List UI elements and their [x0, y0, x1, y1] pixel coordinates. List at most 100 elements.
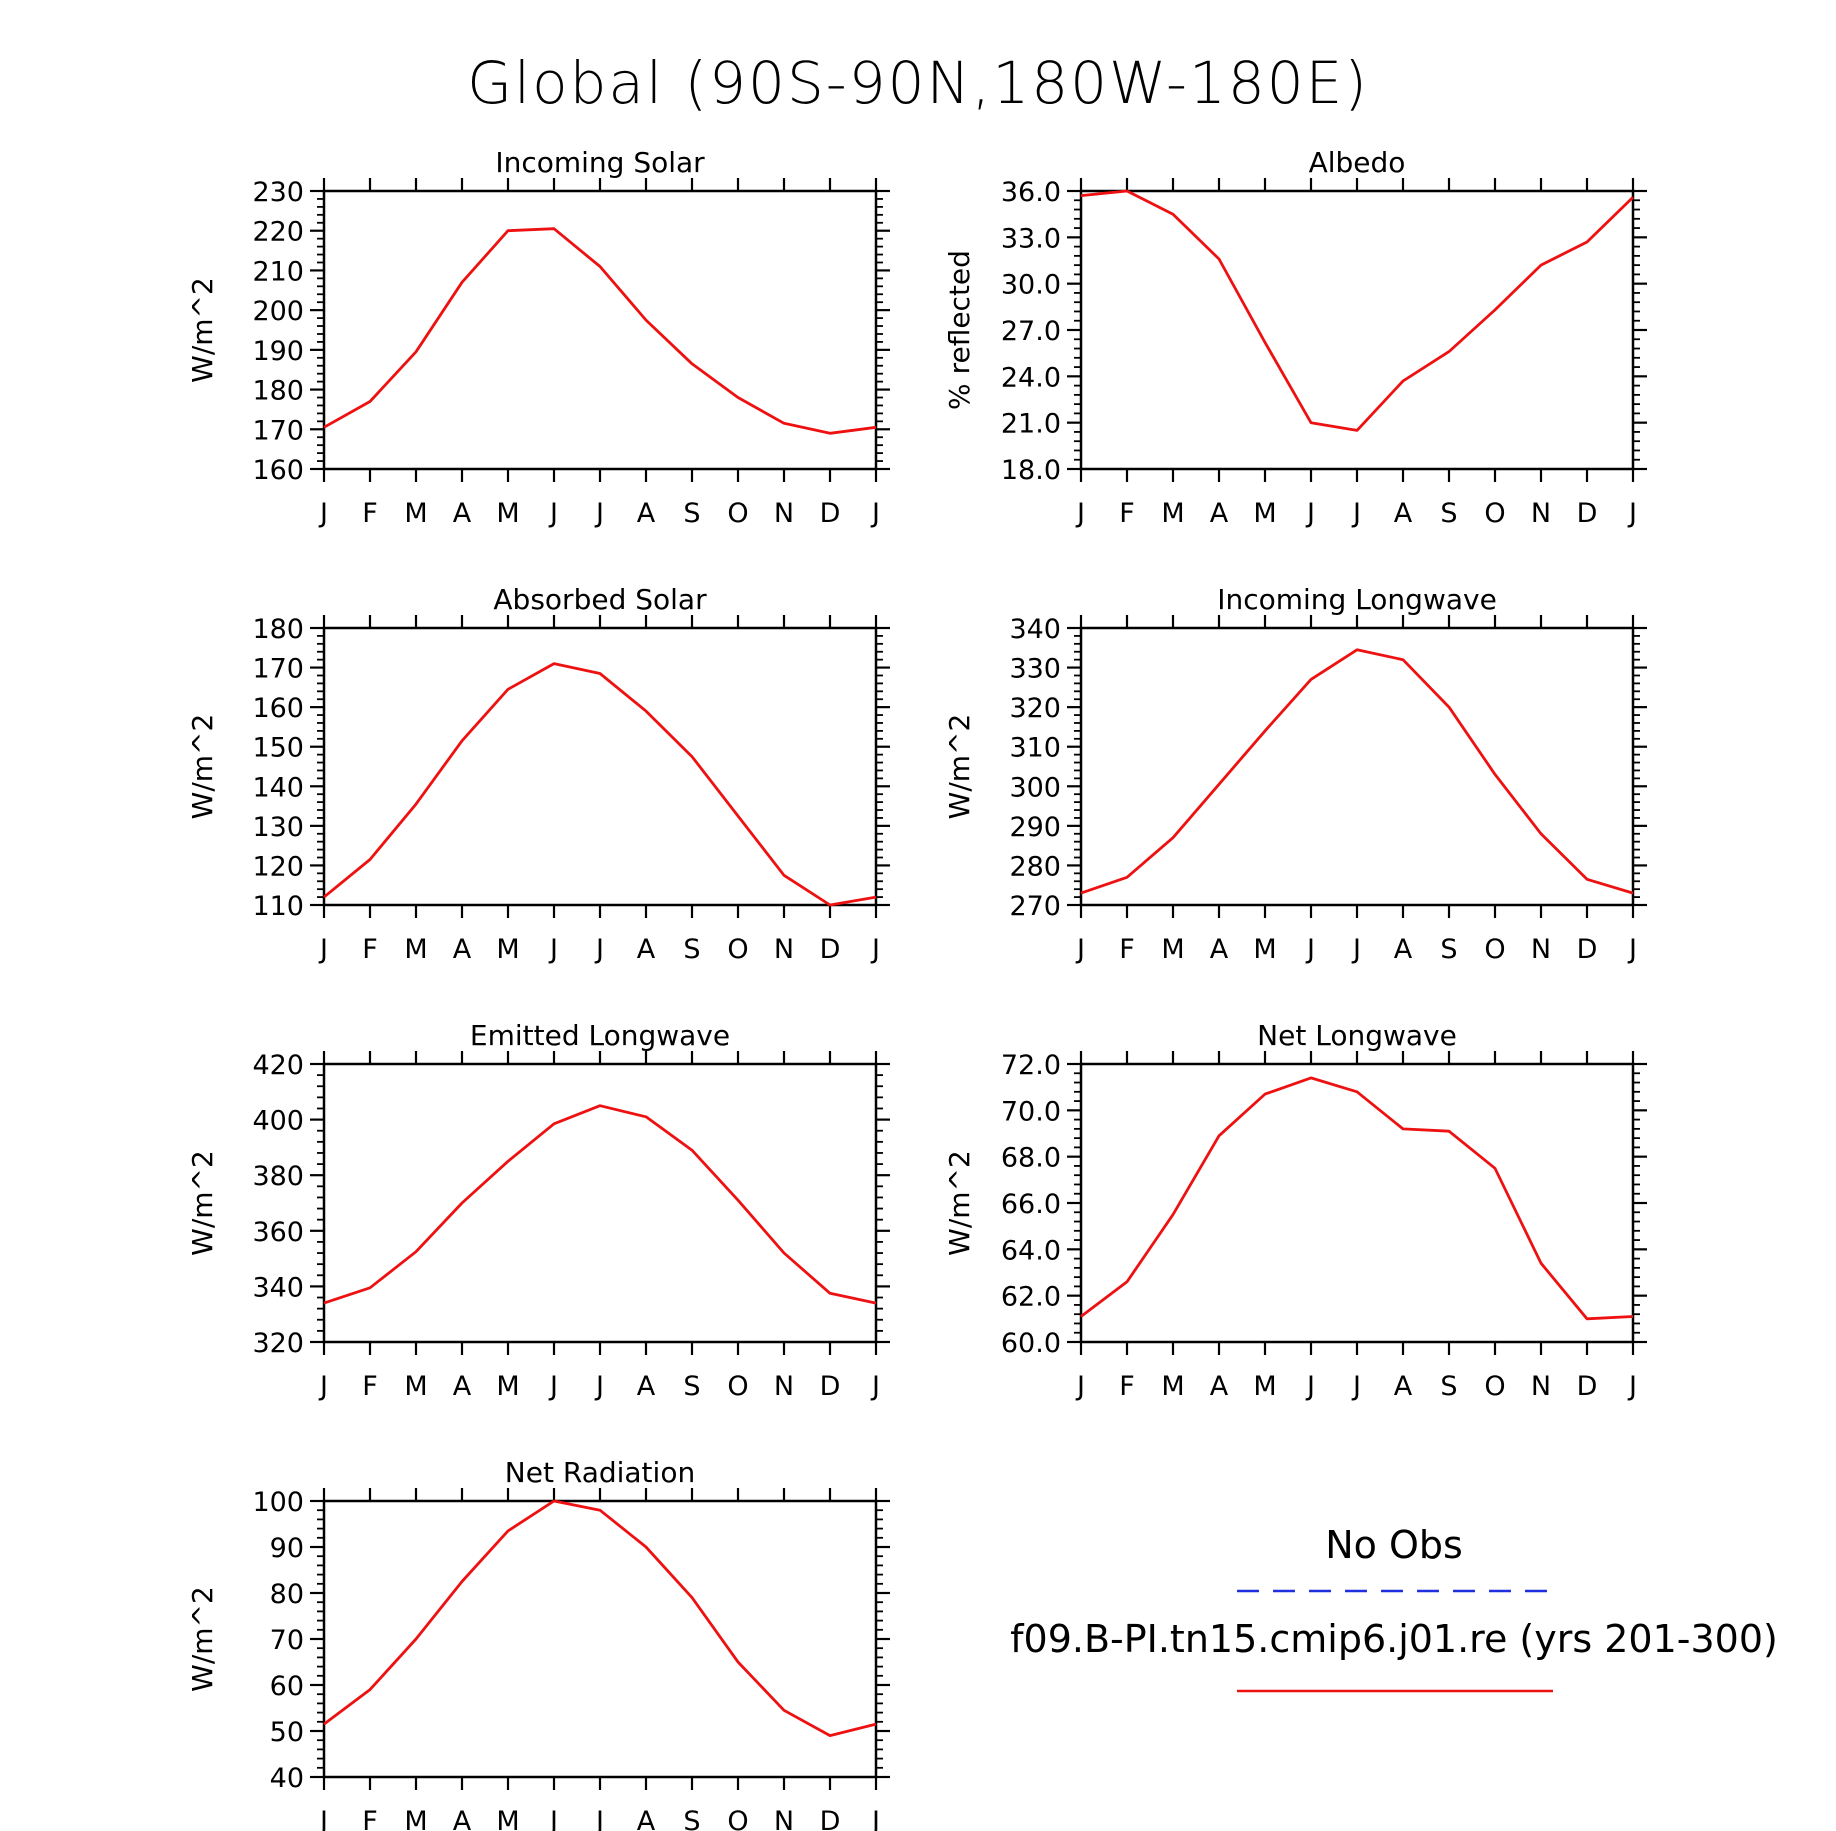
y-tick-label: 340 [252, 1272, 304, 1303]
x-tick-label: S [683, 1806, 700, 1831]
y-tick-label: 160 [252, 693, 304, 724]
page-title: Global (90S-90N,180W-180E) [467, 49, 1369, 117]
panel-title: Albedo [1309, 146, 1406, 179]
x-tick-label: A [637, 1371, 656, 1402]
x-tick-label: O [727, 1371, 748, 1402]
y-axis-label: W/m^2 [186, 714, 219, 820]
y-tick-label: 360 [252, 1217, 304, 1248]
x-tick-label: D [1577, 1371, 1598, 1402]
y-tick-label: 420 [252, 1050, 304, 1081]
y-tick-label: 180 [252, 614, 304, 645]
x-tick-label: O [727, 1806, 748, 1831]
y-axis-label: W/m^2 [186, 1586, 219, 1692]
x-tick-label: A [453, 498, 472, 529]
y-tick-label: 50 [270, 1717, 304, 1748]
y-tick-label: 180 [252, 376, 304, 407]
y-tick-label: 190 [252, 336, 304, 367]
x-tick-label: A [1210, 934, 1229, 965]
y-tick-label: 64.0 [1001, 1235, 1061, 1266]
y-tick-label: 140 [252, 772, 304, 803]
x-tick-label: S [1440, 498, 1457, 529]
x-tick-label: A [453, 934, 472, 965]
x-tick-label: M [404, 1371, 427, 1402]
series-line [1080, 648, 1634, 895]
legend-label-obs: No Obs [1325, 1523, 1463, 1567]
y-tick-label: 100 [252, 1487, 304, 1518]
x-tick-label: J [1351, 498, 1361, 529]
y-tick-label: 21.0 [1001, 409, 1061, 440]
x-tick-label: J [870, 1806, 880, 1831]
x-tick-label: A [637, 934, 656, 965]
x-tick-label: J [548, 1371, 558, 1402]
x-tick-label: J [594, 1806, 604, 1831]
y-tick-label: 30.0 [1001, 270, 1061, 301]
x-tick-label: J [1627, 1371, 1637, 1402]
x-tick-label: D [820, 1371, 841, 1402]
x-tick-label: D [1577, 498, 1598, 529]
x-tick-label: D [1577, 934, 1598, 965]
x-tick-label: O [1484, 1371, 1505, 1402]
x-tick-label: M [1161, 498, 1184, 529]
x-tick-label: A [1394, 1371, 1413, 1402]
x-tick-label: D [820, 934, 841, 965]
x-tick-label: J [318, 1371, 328, 1402]
series-line [1080, 1076, 1634, 1321]
plot-frame [322, 626, 878, 907]
x-tick-label: M [1253, 934, 1276, 965]
panel-title: Net Radiation [505, 1456, 695, 1489]
y-tick-label: 27.0 [1001, 316, 1061, 347]
x-tick-label: F [1119, 498, 1135, 529]
x-tick-label: A [1210, 498, 1229, 529]
y-tick-label: 68.0 [1001, 1143, 1061, 1174]
x-tick-label: M [496, 1371, 519, 1402]
plot-frame [322, 1499, 878, 1779]
x-tick-label: A [637, 498, 656, 529]
x-tick-label: J [548, 934, 558, 965]
y-tick-label: 66.0 [1001, 1189, 1061, 1220]
x-tick-label: N [774, 1371, 794, 1402]
x-tick-label: J [1075, 498, 1085, 529]
y-tick-label: 60 [270, 1671, 304, 1702]
plot-frame [1079, 1062, 1635, 1344]
y-tick-label: 33.0 [1001, 223, 1061, 254]
x-tick-label: A [1394, 498, 1413, 529]
x-tick-label: J [1351, 1371, 1361, 1402]
x-tick-label: S [1440, 1371, 1457, 1402]
y-tick-label: 400 [252, 1106, 304, 1137]
x-tick-label: A [453, 1806, 472, 1831]
x-tick-label: A [1394, 934, 1413, 965]
y-axis-label: W/m^2 [186, 1150, 219, 1256]
x-tick-label: J [594, 1371, 604, 1402]
x-tick-label: M [404, 498, 427, 529]
y-tick-label: 90 [270, 1533, 304, 1564]
y-tick-label: 170 [252, 654, 304, 685]
x-tick-label: J [870, 498, 880, 529]
x-tick-label: S [683, 498, 700, 529]
y-axis-label: W/m^2 [943, 714, 976, 820]
panel-title: Absorbed Solar [493, 583, 707, 616]
y-axis-label: W/m^2 [186, 277, 219, 383]
y-axis-label: W/m^2 [943, 1150, 976, 1256]
x-tick-label: F [362, 1806, 378, 1831]
x-tick-label: J [318, 1806, 328, 1831]
y-axis-label: % reflected [943, 250, 976, 410]
panel-albedo: 18.021.024.027.030.033.036.0J F M A M J J A S O N D… [943, 146, 1647, 529]
x-tick-label: J [870, 934, 880, 965]
y-tick-label: 310 [1009, 733, 1061, 764]
y-tick-label: 330 [1009, 654, 1061, 685]
panel-net-longwave: 60.062.064.066.068.070.072.0J F M A M J J A S O N D… [943, 1019, 1647, 1402]
x-tick-label: J [1075, 934, 1085, 965]
y-tick-label: 36.0 [1001, 177, 1061, 208]
plot-frame [1079, 626, 1635, 907]
panel-title: Net Longwave [1257, 1019, 1457, 1052]
x-tick-label: J [1627, 934, 1637, 965]
x-tick-label: D [820, 1806, 841, 1831]
plot-frame [1079, 189, 1635, 471]
x-tick-label: J [1305, 1371, 1315, 1402]
x-tick-label: N [1531, 934, 1551, 965]
x-tick-label: M [1253, 498, 1276, 529]
y-tick-label: 72.0 [1001, 1050, 1061, 1081]
x-tick-label: F [362, 1371, 378, 1402]
